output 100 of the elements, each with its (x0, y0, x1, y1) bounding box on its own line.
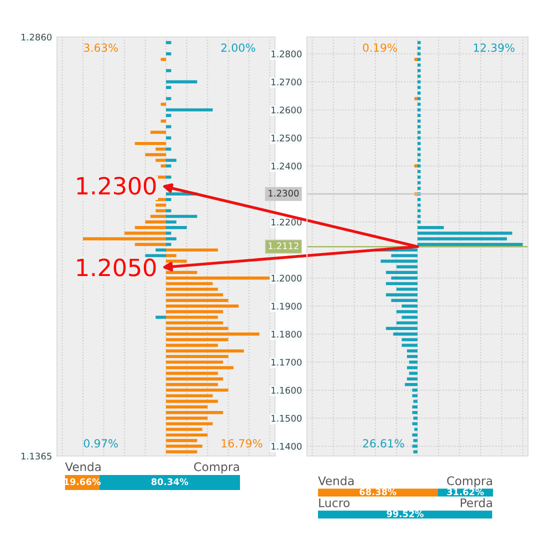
bar (166, 428, 202, 431)
bar (418, 142, 421, 146)
bar (166, 372, 218, 375)
bar (145, 254, 166, 258)
annotation: 26.61% (363, 439, 404, 448)
series-label: Compra (194, 462, 239, 474)
bar (418, 46, 421, 50)
bar (404, 382, 418, 386)
bar (134, 226, 166, 230)
bar (134, 142, 166, 146)
bar (134, 242, 166, 246)
bar (414, 58, 418, 61)
annotation: 12.39% (474, 43, 515, 52)
y-tick-label: 1.2500 (272, 134, 302, 142)
bar (418, 214, 421, 218)
data-label: 80.34% (151, 478, 188, 486)
bar (402, 316, 418, 319)
bar (406, 377, 418, 380)
bar (166, 450, 198, 454)
bar (166, 248, 218, 252)
bar (166, 354, 228, 358)
bar (166, 254, 176, 258)
bar (166, 304, 239, 308)
bar (166, 125, 172, 128)
annotation: 2.00% (221, 43, 256, 52)
bar (166, 405, 208, 408)
bar (166, 316, 218, 319)
annotation: 0.19% (362, 43, 397, 52)
y-tick-label: 1.1700 (272, 358, 302, 366)
bar (406, 366, 418, 370)
bar (166, 276, 270, 280)
bar (418, 69, 421, 72)
bar (166, 338, 228, 342)
annotation: Perda (460, 498, 492, 508)
bar (166, 136, 172, 140)
bar (396, 310, 418, 314)
bar (414, 428, 418, 431)
bar (166, 108, 213, 112)
bar (156, 316, 166, 319)
bar (391, 254, 418, 258)
ref-line-label: 1.2300 (268, 190, 299, 197)
bar (418, 74, 421, 78)
bar (412, 405, 418, 408)
annotation: Lucro (319, 498, 350, 508)
annotation: Compra (447, 476, 492, 488)
bar (414, 97, 418, 100)
bar (156, 148, 166, 151)
data-label: 31.62% (447, 488, 484, 496)
bar (413, 439, 418, 442)
bar (418, 120, 421, 123)
bar (412, 422, 418, 426)
bar (166, 400, 218, 403)
bar (418, 136, 421, 140)
bar (414, 164, 418, 168)
bar (166, 382, 218, 386)
bar (166, 69, 172, 72)
ref-line-label: 1.2112 (268, 242, 298, 250)
bar (166, 41, 172, 44)
bar (418, 130, 421, 134)
bar (402, 344, 418, 347)
bar (418, 92, 421, 95)
y-tick-label: 1.2700 (272, 78, 302, 86)
bar (166, 411, 224, 414)
bar (166, 388, 228, 392)
bar (160, 58, 166, 61)
y-tick-label: 1.2600 (272, 106, 302, 114)
y-tick-label: 1.1400 (272, 442, 302, 450)
bar (418, 97, 421, 100)
bar (166, 298, 228, 302)
bar (418, 198, 421, 202)
bar (418, 242, 523, 246)
bar (166, 394, 213, 398)
annotation: Venda (318, 476, 354, 486)
bar (418, 102, 421, 106)
bar (166, 433, 208, 437)
bar (418, 125, 421, 128)
bar (166, 52, 172, 56)
bar (402, 338, 418, 342)
bar (418, 63, 421, 67)
bar (166, 214, 198, 218)
y-tick-label: 1.1900 (272, 302, 302, 310)
bar (166, 209, 172, 212)
bar (418, 170, 421, 174)
y-tick-label: 1.1500 (272, 414, 302, 422)
bar (386, 293, 418, 296)
bar (166, 439, 198, 442)
bar (166, 377, 224, 380)
bar (391, 298, 418, 302)
bar (418, 153, 421, 156)
bar (145, 153, 166, 156)
bar (166, 422, 213, 426)
bar (396, 288, 418, 291)
bar (406, 349, 418, 352)
bar (124, 232, 166, 235)
bar (166, 176, 172, 179)
bar (412, 394, 418, 398)
bar (166, 242, 172, 246)
bar (166, 148, 172, 151)
bar (409, 372, 418, 375)
bar (413, 450, 418, 454)
